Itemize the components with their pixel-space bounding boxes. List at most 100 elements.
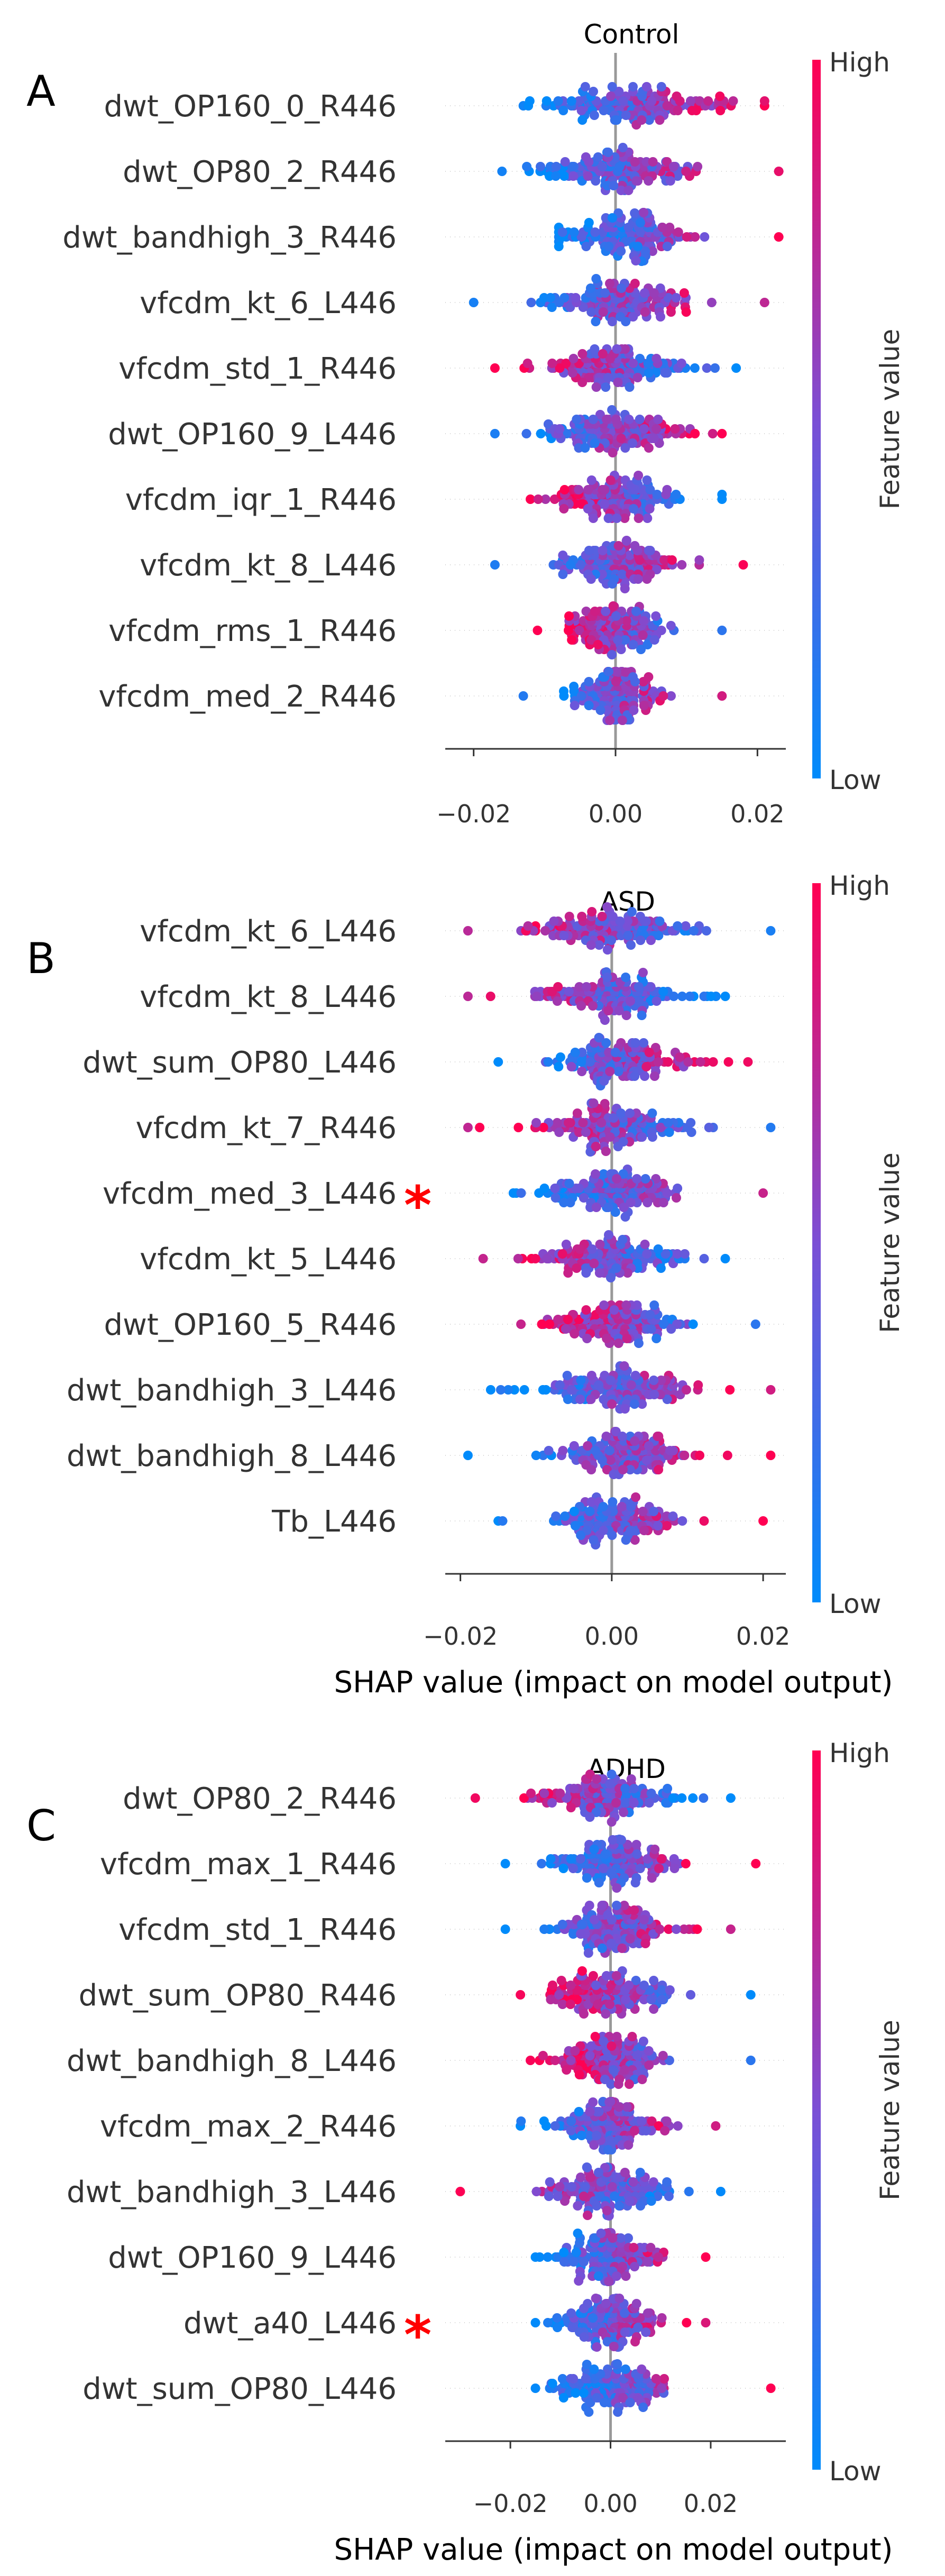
shap-point (571, 1455, 581, 1465)
shap-point (579, 2257, 589, 2267)
feature-label: dwt_sum_OP80_L446 (82, 2372, 397, 2406)
shap-point (555, 363, 565, 373)
shap-point (580, 2182, 590, 2192)
shap-point (594, 1033, 604, 1042)
shap-point (603, 2145, 613, 2155)
shap-point (552, 996, 562, 1006)
shap-point (566, 1854, 576, 1864)
shap-point (564, 1118, 573, 1127)
shap-point (632, 2051, 642, 2060)
shap-point (586, 307, 597, 317)
shap-point (623, 2233, 633, 2243)
shap-point (695, 1057, 705, 1067)
shap-point (559, 504, 569, 514)
shap-point (584, 546, 594, 555)
shap-point (569, 1507, 579, 1516)
shap-point (630, 541, 640, 551)
shap-point (690, 363, 700, 373)
shap-point (746, 2056, 756, 2065)
shap-point (643, 1854, 653, 1864)
shap-point (623, 916, 632, 926)
shap-point (569, 682, 579, 691)
shap-point (485, 992, 496, 1001)
shap-point (619, 1808, 628, 1817)
feature-points (518, 667, 727, 725)
shap-point (611, 611, 621, 621)
shap-point (607, 1817, 617, 1827)
shap-point (586, 635, 597, 645)
shap-point (618, 1235, 628, 1244)
shap-point (540, 494, 551, 504)
shap-point (592, 1774, 602, 1784)
feature-label: vfcdm_kt_8_L446 (140, 980, 397, 1014)
feature-points (493, 1033, 753, 1090)
shap-point (588, 1001, 598, 1011)
shap-point (717, 429, 727, 438)
shap-point (500, 1859, 510, 1868)
shap-point (644, 1048, 654, 1057)
shap-point (553, 2192, 563, 2201)
shap-point (630, 1436, 640, 1446)
shap-point (542, 96, 552, 106)
shap-point (662, 1521, 672, 1530)
shap-point (536, 429, 546, 438)
shap-point (613, 378, 623, 387)
shap-point (567, 368, 577, 378)
shap-point (627, 907, 637, 916)
shap-point (606, 91, 616, 101)
shap-point (557, 1249, 567, 1259)
shap-point (608, 1835, 618, 1845)
shap-point (579, 2192, 589, 2201)
shap-point (526, 1789, 536, 1798)
shap-point (653, 415, 663, 424)
colorbar-low-label: Low (829, 2456, 881, 2487)
shap-point (664, 1127, 674, 1137)
shap-point (603, 373, 613, 382)
shap-point (554, 1062, 564, 1071)
shap-point (612, 1901, 621, 1910)
shap-point (577, 115, 588, 125)
shap-point (538, 2051, 548, 2060)
shap-point (545, 293, 555, 302)
shap-point (601, 213, 611, 223)
shap-point (619, 1203, 629, 1212)
shap-point (717, 490, 727, 499)
shap-point (638, 630, 648, 640)
shap-point (626, 1502, 636, 1511)
shap-point (574, 626, 584, 635)
shap-point (630, 157, 640, 167)
shap-point (604, 242, 614, 251)
shap-point (639, 701, 649, 710)
shap-point (583, 2299, 593, 2308)
shap-point (668, 1793, 678, 1803)
shap-point (652, 1334, 662, 1343)
shap-point (669, 1864, 680, 1873)
shap-point (699, 992, 709, 1001)
shap-point (613, 1142, 623, 1151)
shap-point (498, 1516, 508, 1526)
shap-point (621, 536, 631, 545)
feature-label: dwt_sum_OP80_R446 (79, 1978, 397, 2013)
shap-point (588, 1971, 598, 1981)
shap-point (554, 298, 564, 307)
shap-point (568, 354, 579, 363)
shap-point (608, 912, 618, 921)
shap-point (647, 1873, 657, 1883)
shap-point (475, 1123, 485, 1132)
shap-point (663, 293, 673, 302)
colorbar-low-label: Low (829, 765, 881, 795)
shap-point (622, 2102, 632, 2112)
shap-point (552, 1118, 562, 1127)
shap-point (581, 1305, 591, 1315)
shap-point (582, 2360, 592, 2369)
shap-point (556, 1976, 566, 1985)
feature-points (493, 1492, 768, 1550)
shap-point (553, 982, 563, 992)
shap-point (555, 2182, 565, 2192)
feature-label: dwt_bandhigh_8_L446 (67, 2044, 397, 2078)
shap-point (554, 1127, 564, 1137)
shap-point (574, 2107, 584, 2116)
shap-point (646, 1995, 656, 2004)
shap-point (586, 1395, 596, 1404)
shap-point (624, 1981, 634, 1990)
